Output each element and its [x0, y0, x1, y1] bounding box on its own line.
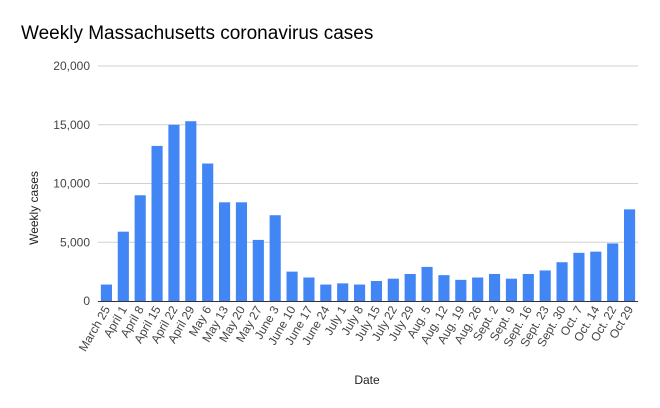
- bar: [556, 262, 568, 301]
- bar: [337, 283, 349, 301]
- bar: [455, 279, 467, 301]
- bar: [438, 275, 450, 301]
- bar: [168, 124, 180, 301]
- y-tick-label: 15,000: [53, 118, 90, 132]
- bar: [185, 121, 197, 301]
- y-axis-title: Weekly cases: [27, 171, 41, 245]
- bars: [100, 121, 636, 301]
- y-axis-tick-labels: 0 5,000 10,000 15,000 20,000: [53, 59, 90, 308]
- bar: [134, 195, 146, 301]
- bar: [252, 239, 264, 301]
- y-tick-label: 0: [83, 294, 90, 308]
- x-axis-title: Date: [354, 373, 380, 387]
- bar: [218, 202, 231, 301]
- chart-title: Weekly Massachusetts coronavirus cases: [21, 23, 373, 44]
- bar: [421, 266, 433, 301]
- bar: [117, 231, 129, 301]
- bar: [320, 284, 332, 301]
- bar: [404, 273, 416, 301]
- bar: [286, 271, 298, 301]
- bar: [353, 284, 366, 301]
- bar: [202, 163, 214, 301]
- bar: [100, 284, 113, 301]
- bar: [472, 277, 484, 301]
- bar: [387, 278, 399, 301]
- bar: [607, 243, 619, 301]
- bar: [623, 209, 636, 301]
- bar: [269, 215, 281, 301]
- bar: [303, 277, 315, 301]
- bar: [539, 270, 551, 301]
- bar: [488, 273, 501, 301]
- y-tick-label: 5,000: [60, 235, 90, 249]
- bar: [522, 273, 534, 301]
- bar: [505, 278, 518, 301]
- bar: [151, 145, 163, 301]
- bar: [235, 202, 248, 301]
- y-tick-label: 10,000: [53, 177, 90, 191]
- bar: [590, 251, 602, 301]
- bar: [573, 252, 585, 301]
- bar: [370, 281, 383, 301]
- y-tick-label: 20,000: [53, 59, 90, 73]
